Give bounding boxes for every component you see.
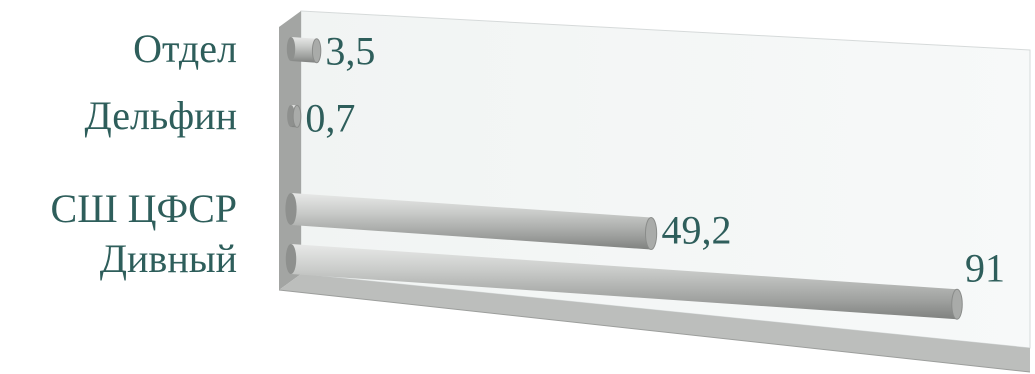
value-label: 0,7 <box>305 95 355 140</box>
value-label: 91 <box>965 245 1005 290</box>
bars <box>285 37 963 320</box>
floor <box>279 274 1030 372</box>
category-label: Дивный <box>100 236 237 281</box>
value-labels: 3,5 0,7 49,2 91 <box>305 29 1005 291</box>
category-label: Дельфин <box>85 93 237 138</box>
category-label: Отдел <box>133 26 237 71</box>
category-labels: Отдел Дельфин СШ ЦФСР Дивный <box>51 26 237 281</box>
bar <box>285 244 963 320</box>
bar <box>285 193 658 250</box>
value-label: 3,5 <box>325 29 375 74</box>
floor-edge <box>278 289 1031 373</box>
category-label: СШ ЦФСР <box>51 186 237 231</box>
bar <box>287 104 302 128</box>
bar <box>286 37 322 64</box>
value-label: 49,2 <box>661 207 731 252</box>
